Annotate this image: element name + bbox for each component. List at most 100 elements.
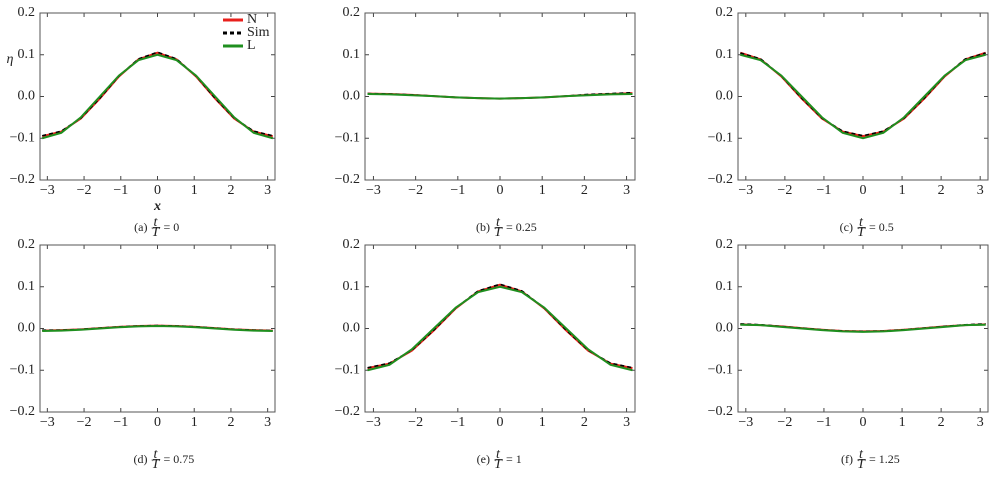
caption-denominator: T — [152, 225, 161, 240]
x-tick-label: −2 — [408, 183, 423, 198]
y-tick-label: −0.1 — [335, 362, 360, 377]
y-tick-label: 0.2 — [716, 237, 734, 252]
x-tick-label: 0 — [497, 183, 504, 198]
y-tick-label: −0.1 — [708, 130, 733, 145]
x-tick-label: 0 — [154, 415, 161, 430]
caption-label: (d) — [134, 452, 148, 466]
x-tick-label: 2 — [581, 183, 588, 198]
y-tick-label: −0.2 — [708, 172, 733, 187]
x-tick-label: 3 — [623, 415, 630, 430]
y-tick-label: 0.1 — [716, 47, 734, 62]
y-tick-label: 0.0 — [18, 89, 36, 104]
series-line — [740, 323, 986, 333]
plot-frame — [364, 12, 636, 181]
x-axis-label: x — [153, 199, 161, 214]
plot-frame — [737, 244, 989, 413]
x-tick-label: −1 — [450, 183, 465, 198]
x-tick-label: −2 — [777, 415, 792, 430]
series-line — [42, 51, 273, 137]
y-tick-label: 0.0 — [18, 321, 36, 336]
y-tick-label: −0.2 — [335, 404, 360, 419]
y-tick-label: −0.1 — [10, 130, 35, 145]
x-tick-label: −2 — [77, 183, 92, 198]
series-line — [41, 51, 274, 138]
series-line — [740, 53, 986, 140]
series-line — [367, 285, 633, 372]
x-tick-label: 2 — [581, 415, 588, 430]
y-tick-label: 0.1 — [716, 279, 734, 294]
x-tick-label: 1 — [899, 415, 906, 430]
y-tick-label: −0.2 — [10, 404, 35, 419]
x-tick-label: 2 — [938, 183, 945, 198]
x-tick-label: −3 — [366, 183, 381, 198]
series-line — [41, 53, 274, 140]
x-tick-label: −1 — [450, 415, 465, 430]
series-line — [367, 283, 633, 370]
plot-frame — [39, 12, 276, 181]
y-tick-label: 0.2 — [18, 237, 36, 252]
x-tick-label: 3 — [977, 183, 984, 198]
x-tick-label: 1 — [539, 183, 546, 198]
series-line — [740, 52, 986, 137]
y-tick-label: −0.1 — [335, 130, 360, 145]
x-tick-label: 3 — [264, 183, 271, 198]
panel: −0.2 −0.1 0.0 0.1 0.2 −3 −2 −1 0 1 2 3 (f) tT = 1.25 — [708, 237, 989, 472]
legend-label: L — [247, 38, 256, 53]
x-tick-label: −1 — [113, 183, 128, 198]
caption-denominator: T — [494, 225, 503, 240]
x-tick-label: 2 — [227, 183, 234, 198]
caption-value: = 0.75 — [164, 452, 195, 466]
y-tick-label: 0.1 — [18, 279, 36, 294]
x-tick-label: 1 — [899, 183, 906, 198]
caption-numerator: t — [496, 215, 501, 230]
caption-label: (a) — [134, 220, 147, 234]
caption-value: = 0 — [164, 220, 180, 234]
panel: −0.2 −0.1 0.0 0.1 0.2 −3 −2 −1 0 1 2 3 (e) tT = 1 — [335, 237, 636, 472]
y-axis-label: η — [7, 52, 14, 67]
x-tick-label: 0 — [860, 183, 867, 198]
y-tick-label: 0.2 — [343, 237, 361, 252]
series-line — [740, 323, 986, 333]
panel: −0.2 −0.1 0.0 0.1 0.2 −3 −2 −1 0 1 2 3 (c) tT = 0.5 — [708, 5, 989, 240]
caption-numerator: t — [154, 215, 159, 230]
legend-label: Sim — [247, 25, 270, 40]
plot-frame — [737, 12, 989, 181]
x-tick-label: 1 — [191, 415, 198, 430]
x-tick-label: 0 — [860, 415, 867, 430]
x-tick-label: −3 — [738, 183, 753, 198]
caption-label: (b) — [476, 220, 490, 234]
y-tick-label: 0.1 — [343, 47, 361, 62]
plot-frame — [39, 244, 276, 413]
y-tick-label: −0.2 — [335, 172, 360, 187]
panel: −0.2 −0.1 0.0 0.1 0.2 −3 −2 −1 0 1 2 3 (b) tT = 0.25 — [335, 5, 636, 240]
x-tick-label: −2 — [777, 183, 792, 198]
caption-numerator: t — [154, 447, 159, 462]
caption-numerator: t — [496, 447, 501, 462]
plot-frame — [364, 244, 636, 413]
caption-denominator: T — [152, 457, 161, 472]
x-tick-label: 0 — [154, 183, 161, 198]
caption-denominator: T — [494, 457, 503, 472]
caption-label: (f) — [841, 452, 853, 466]
y-tick-label: −0.1 — [708, 362, 733, 377]
x-tick-label: −3 — [738, 415, 753, 430]
series-line — [42, 324, 273, 333]
x-tick-label: −2 — [77, 415, 92, 430]
x-tick-label: 0 — [497, 415, 504, 430]
x-tick-label: −1 — [816, 183, 831, 198]
y-tick-label: 0.0 — [343, 89, 361, 104]
x-tick-label: 3 — [623, 183, 630, 198]
x-tick-label: 2 — [227, 415, 234, 430]
x-tick-label: −3 — [40, 183, 55, 198]
series-line — [367, 283, 633, 369]
x-tick-label: −3 — [40, 415, 55, 430]
y-tick-label: −0.2 — [708, 404, 733, 419]
y-tick-label: 0.0 — [343, 321, 361, 336]
y-tick-label: 0.2 — [716, 5, 734, 20]
y-tick-label: 0.2 — [18, 5, 36, 20]
y-tick-label: −0.1 — [10, 362, 35, 377]
caption-value: = 1 — [506, 452, 522, 466]
x-tick-label: −1 — [113, 415, 128, 430]
